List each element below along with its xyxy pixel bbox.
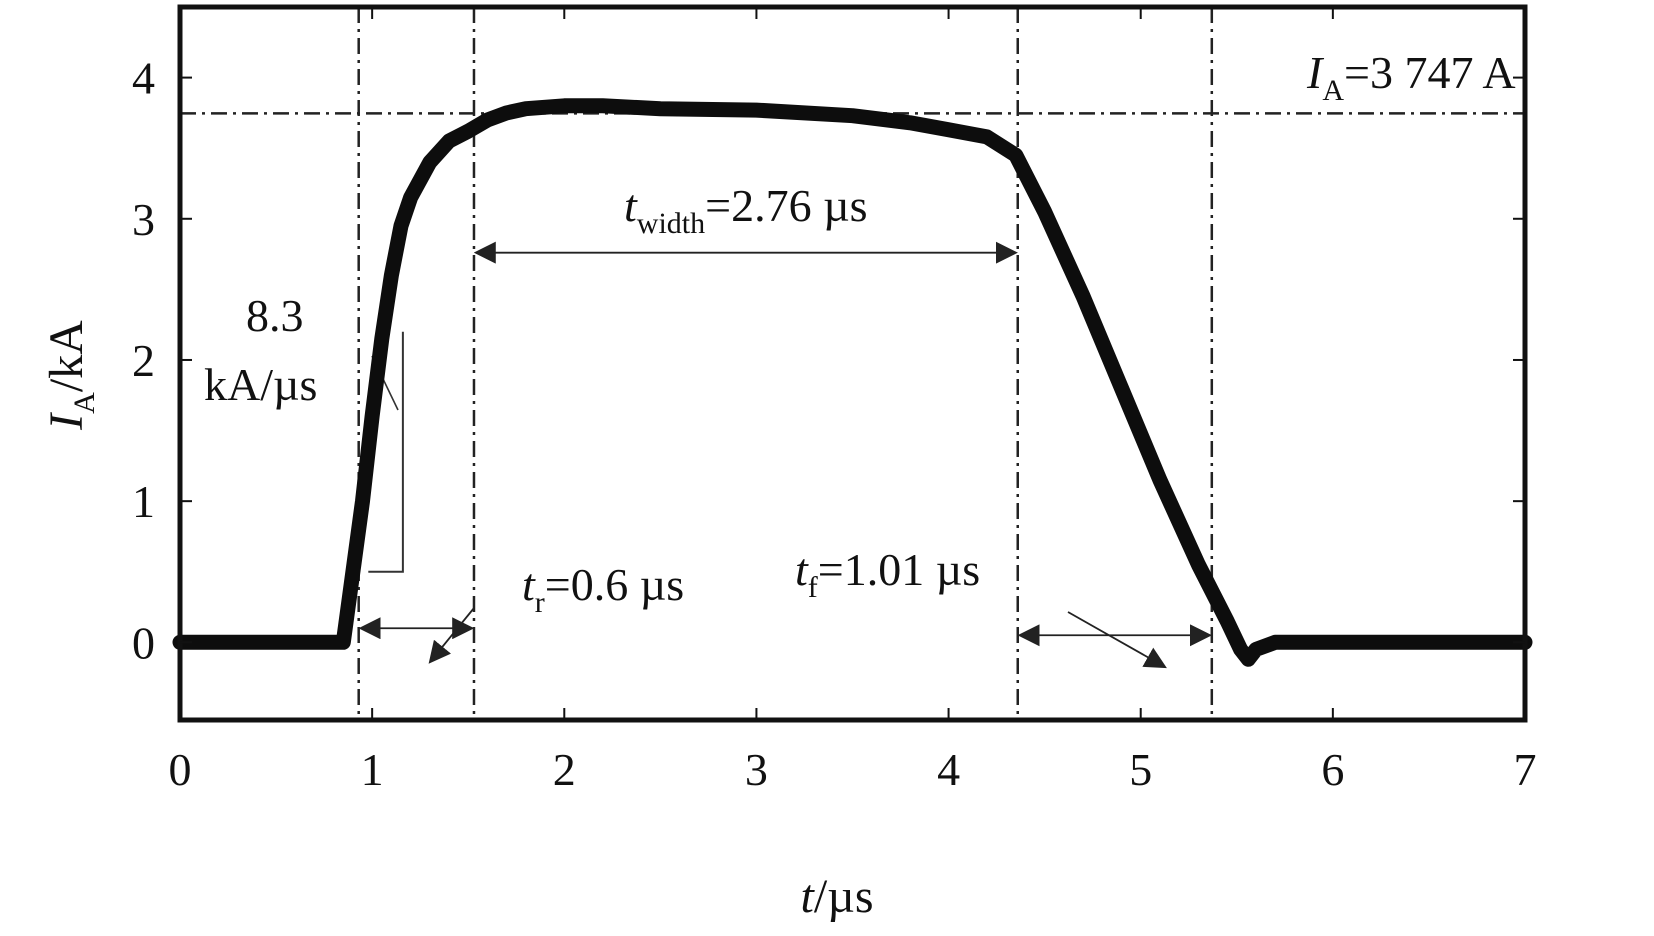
fall-time-label: tf=1.01 µs bbox=[795, 544, 980, 604]
y-tick-label: 4 bbox=[132, 53, 155, 104]
y-tick-label: 2 bbox=[132, 335, 155, 386]
y-axis-title: IA/kA bbox=[40, 320, 101, 431]
x-tick-label: 0 bbox=[169, 744, 192, 795]
current-waveform bbox=[172, 98, 1533, 667]
rise-time-leader bbox=[428, 607, 475, 664]
slope-unit-label: kA/µs bbox=[204, 359, 317, 410]
x-tick-label: 2 bbox=[553, 744, 576, 795]
x-tick-label: 6 bbox=[1321, 744, 1344, 795]
axis-ticks: 0 1 2 3 4 5 6 7 0 1 2 3 4 bbox=[132, 7, 1537, 795]
x-tick-label: 5 bbox=[1129, 744, 1152, 795]
slope-value-label: 8.3 bbox=[246, 290, 304, 341]
plot-frame bbox=[177, 4, 1528, 723]
slope-triangle bbox=[368, 331, 404, 573]
x-tick-label: 7 bbox=[1514, 744, 1537, 795]
peak-current-label: IA=3 747 A bbox=[1306, 47, 1516, 107]
y-tick-label: 1 bbox=[132, 476, 155, 527]
pulse-width-label: twidth=2.76 µs bbox=[624, 180, 867, 240]
current-waveform-line bbox=[172, 98, 1533, 667]
x-tick-label: 3 bbox=[745, 744, 768, 795]
x-tick-label: 4 bbox=[937, 744, 960, 795]
y-tick-label: 3 bbox=[132, 194, 155, 245]
fall-time-leader bbox=[1067, 611, 1167, 669]
x-axis-title: t/µs bbox=[800, 870, 873, 923]
dimension-arrows bbox=[358, 241, 1213, 669]
rise-time-label: tr=0.6 µs bbox=[522, 559, 684, 619]
y-tick-label: 0 bbox=[132, 617, 155, 668]
x-tick-label: 1 bbox=[361, 744, 384, 795]
